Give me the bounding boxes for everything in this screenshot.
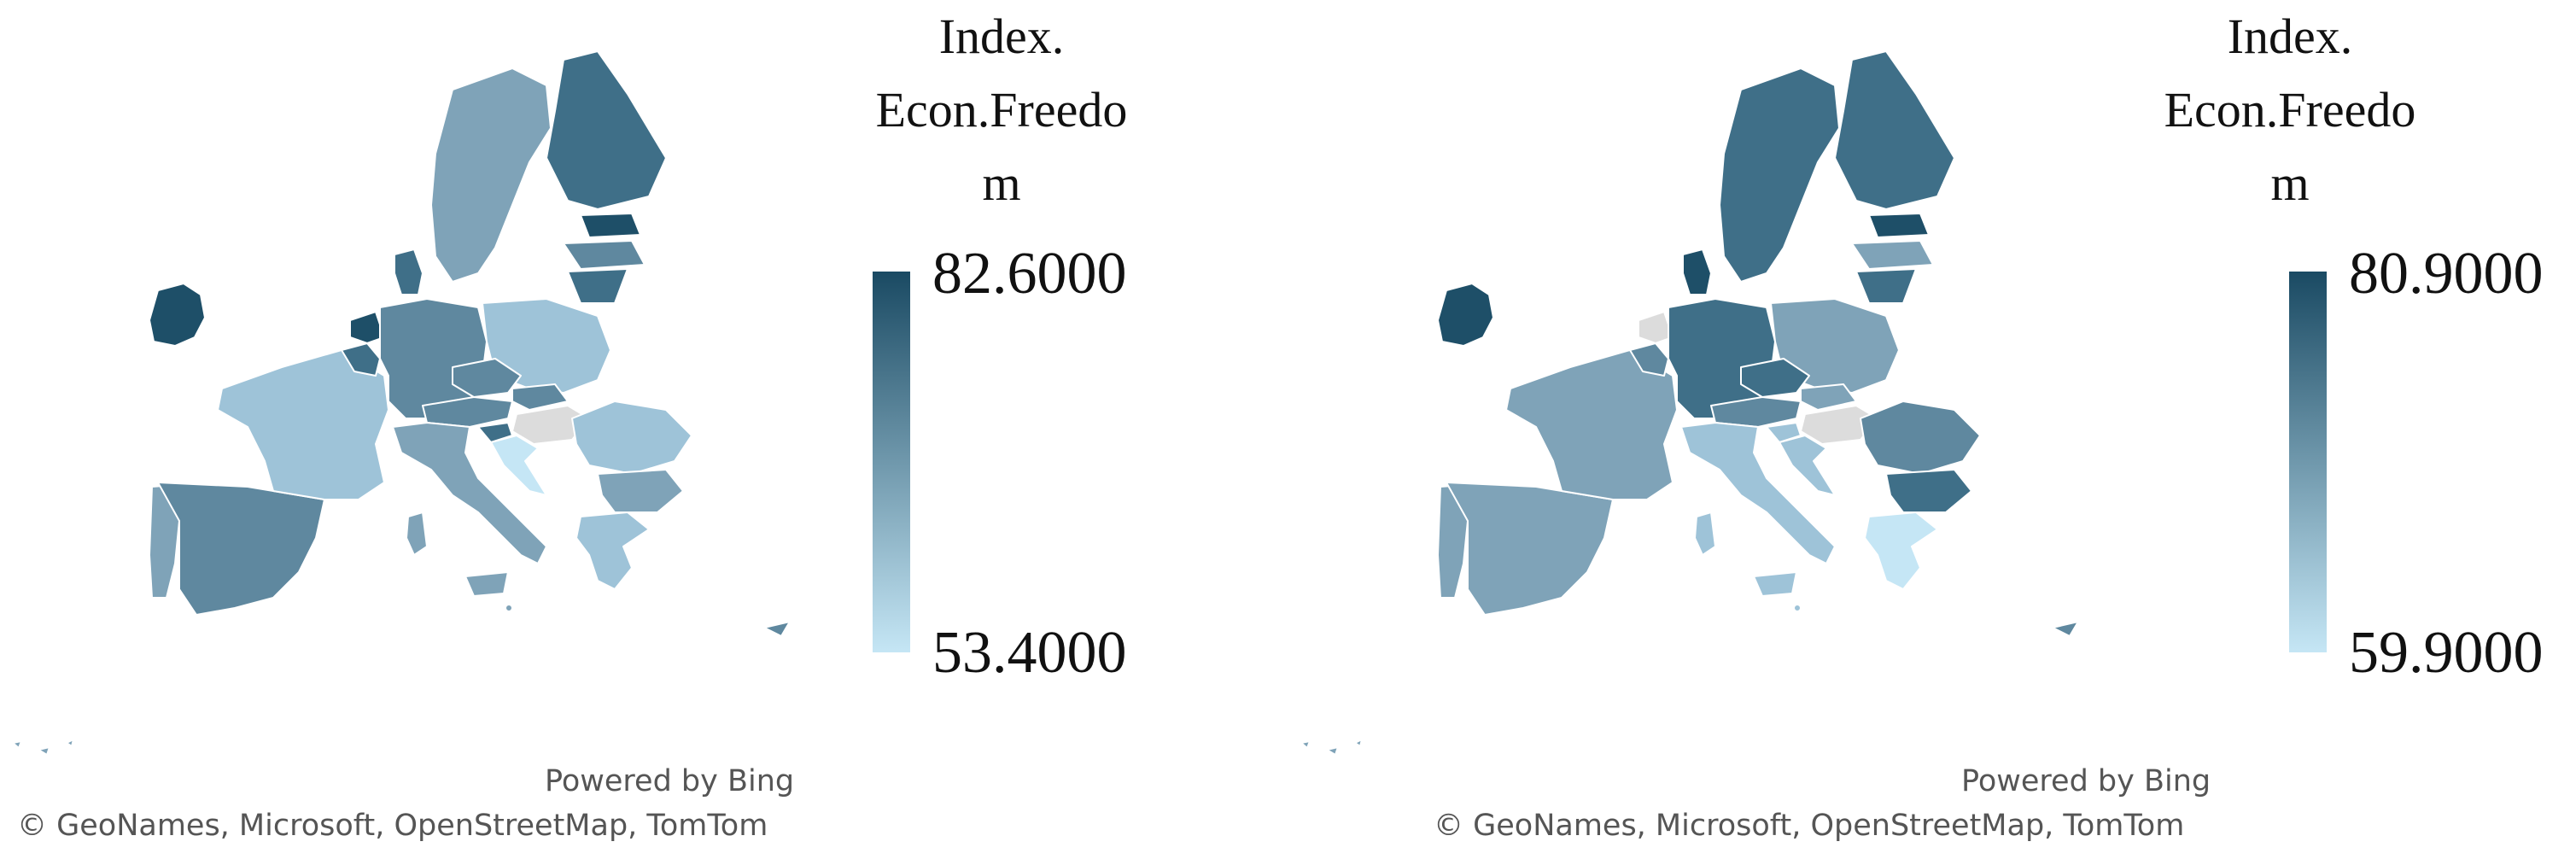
legend-title-line-1: Index. [2227,9,2353,64]
region-sardinia[interactable] [406,511,428,556]
region-latvia[interactable] [1851,240,1934,270]
region-estonia[interactable] [580,213,641,238]
region-islands [1300,739,1363,756]
region-croatia[interactable] [490,435,547,496]
region-romania[interactable] [571,400,692,475]
region-finland[interactable] [546,50,667,210]
region-denmark[interactable] [1682,248,1712,295]
region-ireland[interactable] [149,283,206,347]
region-belgium[interactable] [341,342,381,377]
region-finland[interactable] [1834,50,1955,210]
region-bulgaria[interactable] [1885,469,1972,513]
choropleth-map-left[interactable] [0,0,820,865]
region-sweden[interactable] [1719,67,1840,283]
region-cyprus[interactable] [2052,621,2079,637]
region-latvia[interactable] [563,240,645,270]
region-slovakia[interactable] [1800,383,1857,411]
map-attribution: © GeoNames, Microsoft, OpenStreetMap, To… [1434,809,2185,843]
region-malta[interactable] [1793,604,1802,612]
region-netherlands[interactable] [1638,311,1674,344]
region-ireland[interactable] [1437,283,1494,347]
legend-title: Index. Econ.Freedo m [822,0,1181,220]
legend-max-value: 82.6000 [932,241,1127,307]
region-denmark[interactable] [394,248,423,295]
legend-title-line-2: Econ.Freedo [875,82,1128,137]
region-slovenia[interactable] [477,422,513,443]
choropleth-map-right[interactable] [1288,0,2108,865]
region-greece[interactable] [575,511,650,590]
region-czechia[interactable] [452,358,522,398]
region-netherlands[interactable] [349,311,385,344]
region-greece[interactable] [1864,511,1938,590]
region-estonia[interactable] [1868,213,1930,238]
map-panel-right: Index. Econ.Freedo m 80.9000 59.9000 Pow… [1288,0,2576,865]
powered-by-bing: Powered by Bing [1961,764,2211,798]
legend-title: Index. Econ.Freedo m [2111,0,2469,220]
legend-min-value: 53.4000 [932,620,1127,686]
region-malta[interactable] [505,604,513,612]
region-sardinia[interactable] [1694,511,1716,556]
region-lithuania[interactable] [1855,268,1917,304]
region-slovenia[interactable] [1766,422,1802,443]
legend-title-line-3: m [982,155,1021,211]
region-islands [12,739,74,756]
region-slovakia[interactable] [511,383,569,411]
region-hungary[interactable] [511,405,590,445]
region-sicily[interactable] [1753,571,1797,597]
region-cyprus[interactable] [763,621,791,637]
region-lithuania[interactable] [567,268,628,304]
region-italy[interactable] [1680,422,1836,564]
region-belgium[interactable] [1629,342,1669,377]
region-sweden[interactable] [430,67,552,283]
region-romania[interactable] [1860,400,1981,475]
legend-title-line-3: m [2270,155,2310,211]
region-spain[interactable] [1446,482,1614,616]
legend-title-line-2: Econ.Freedo [2164,82,2416,137]
region-bulgaria[interactable] [597,469,684,513]
legend-color-gradient [873,272,910,652]
legend-min-value: 59.9000 [2349,620,2544,686]
region-italy[interactable] [392,422,547,564]
region-sicily[interactable] [464,571,509,597]
legend-max-value: 80.9000 [2349,241,2544,307]
map-attribution: © GeoNames, Microsoft, OpenStreetMap, To… [17,809,768,843]
powered-by-bing: Powered by Bing [545,764,795,798]
region-croatia[interactable] [1779,435,1836,496]
region-spain[interactable] [157,482,325,616]
map-panel-left: Index. Econ.Freedo m 82.6000 53.4000 Pow… [0,0,1181,865]
legend-color-gradient [2289,272,2327,652]
region-hungary[interactable] [1800,405,1878,445]
region-czechia[interactable] [1740,358,1810,398]
legend-title-line-1: Index. [938,9,1065,64]
